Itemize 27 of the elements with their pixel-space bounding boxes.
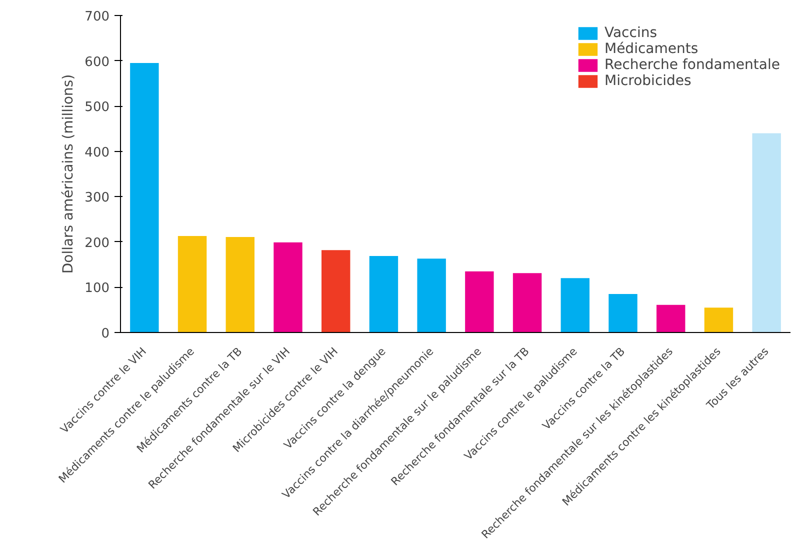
y-tick-label: 600 xyxy=(84,54,110,70)
y-tick-label: 400 xyxy=(84,145,110,160)
y-tick-label: 700 xyxy=(84,10,110,24)
legend-label: Vaccins xyxy=(604,25,658,41)
legend-label: Microbicides xyxy=(604,73,692,89)
legend-label: Médicaments xyxy=(604,41,698,57)
bar xyxy=(608,294,638,332)
y-tick-label: 100 xyxy=(84,281,110,296)
legend-label: Recherche fondamentale xyxy=(604,57,780,73)
bar xyxy=(512,273,542,332)
bar xyxy=(560,278,590,332)
y-tick-label: 300 xyxy=(84,190,110,206)
bar xyxy=(226,236,254,332)
y-tick-label: 0 xyxy=(101,326,110,342)
y-tick-label: 200 xyxy=(84,236,110,251)
bar xyxy=(130,63,159,332)
bar xyxy=(178,236,207,332)
y-tick-label: 500 xyxy=(84,100,110,116)
bar xyxy=(322,250,350,332)
bar xyxy=(465,271,494,332)
y-axis-title: Dollars américains (millions) xyxy=(60,74,77,274)
bar xyxy=(417,258,446,332)
bar xyxy=(656,304,686,332)
bar xyxy=(704,308,734,332)
bar xyxy=(274,242,302,332)
bar xyxy=(752,133,781,332)
bar xyxy=(369,256,398,332)
